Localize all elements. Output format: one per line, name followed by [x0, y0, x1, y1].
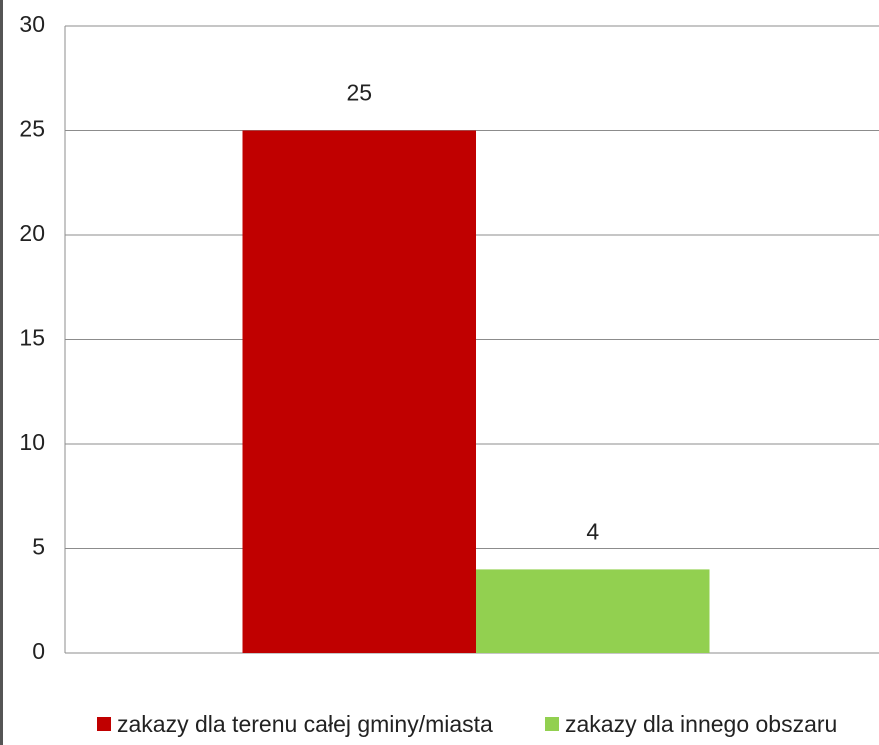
data-label: 25: [346, 80, 372, 106]
y-tick-label: 5: [32, 534, 45, 560]
legend-swatch: [97, 717, 111, 731]
legend-swatch: [545, 717, 559, 731]
legend-label: zakazy dla innego obszaru: [565, 711, 837, 737]
y-tick-label: 20: [19, 220, 45, 246]
y-tick-label: 25: [19, 116, 45, 142]
bar: [476, 569, 710, 653]
bar: [242, 130, 476, 653]
legend-label: zakazy dla terenu całej gminy/miasta: [117, 711, 493, 737]
left-border: [0, 0, 3, 745]
data-label: 4: [586, 518, 599, 544]
y-tick-label: 30: [19, 11, 45, 37]
y-tick-label: 0: [32, 638, 45, 664]
y-tick-label: 15: [19, 325, 45, 351]
y-tick-label: 10: [19, 429, 45, 455]
